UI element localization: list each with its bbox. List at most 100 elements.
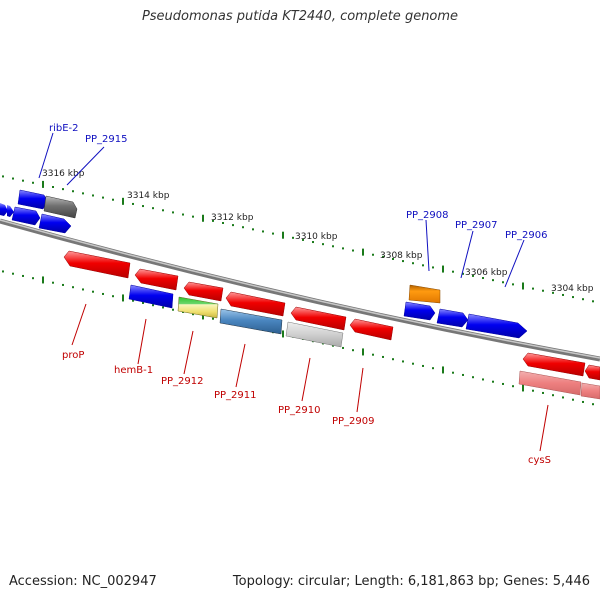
tick-mark-upper xyxy=(132,202,134,205)
gene-arrow-PP_2906[interactable] xyxy=(465,313,528,339)
tick-mark-upper xyxy=(152,207,154,210)
gene-arrow-ribE-2[interactable] xyxy=(17,189,49,210)
tick-mark-upper xyxy=(312,241,314,244)
tick-mark-lower xyxy=(472,376,474,379)
tick-row-lower xyxy=(2,270,594,406)
gene-label-PP_2910: PP_2910 xyxy=(278,405,321,416)
tick-mark-lower xyxy=(402,360,404,363)
tick-label-3316: 3316 kbp xyxy=(42,169,85,179)
gene-arrow-cysS[interactable] xyxy=(518,370,582,396)
gene-arrow-fwd-c[interactable] xyxy=(11,206,41,226)
gene-arrow-PP_2912[interactable] xyxy=(177,296,219,319)
tick-mark-upper xyxy=(462,272,464,275)
gene-label-proP: proP xyxy=(62,350,84,361)
gene-arrow-PP_2911[interactable] xyxy=(219,308,283,335)
gene-arrow-rev-g[interactable] xyxy=(584,364,600,381)
genome-backbone xyxy=(0,218,600,362)
tick-mark-lower xyxy=(332,344,334,347)
forward-genes xyxy=(0,189,528,339)
tick-mark-lower xyxy=(502,382,504,385)
tick-mark-lower xyxy=(102,292,104,295)
tick-mark-upper xyxy=(582,298,584,301)
tick-mark-upper xyxy=(32,181,34,184)
gene-arrow-rev-e[interactable] xyxy=(349,318,394,341)
gene-arrow-rev-h[interactable] xyxy=(580,382,600,400)
tick-mark-upper xyxy=(302,238,304,241)
tick-mark-lower xyxy=(212,317,214,320)
reverse-leaders xyxy=(71,303,549,452)
gene-arrow-fwd-edge-b[interactable] xyxy=(7,205,14,217)
tick-mark-upper xyxy=(452,270,454,273)
accession-text: Accession: NC_002947 xyxy=(9,574,157,589)
tick-mark-upper xyxy=(322,243,324,246)
tick-mark-lower xyxy=(22,274,24,277)
gene-arrow-proP[interactable] xyxy=(63,250,131,279)
gene-arrow-PP_2915[interactable] xyxy=(43,195,78,219)
tick-mark-upper xyxy=(2,175,4,178)
tick-mark-lower xyxy=(132,299,134,302)
tick-mark-upper xyxy=(562,293,564,296)
tick-mark-upper xyxy=(62,188,64,191)
gene-arrow-hemB-1[interactable] xyxy=(128,284,174,309)
tick-mark-lower xyxy=(152,304,154,307)
gene-arrow-rev-c[interactable] xyxy=(183,281,224,302)
tick-mark-upper xyxy=(282,231,284,239)
gene-arrow-rev-b[interactable] xyxy=(134,268,179,291)
tick-mark-upper xyxy=(192,215,194,218)
tick-mark-lower xyxy=(412,362,414,365)
tick-mark-upper xyxy=(532,287,534,290)
gene-arrow-rev-f[interactable] xyxy=(522,352,586,377)
tick-mark-upper xyxy=(82,192,84,195)
tick-mark-lower xyxy=(72,286,74,289)
tick-mark-upper xyxy=(342,247,344,250)
tick-label-3310: 3310 kbp xyxy=(295,232,338,242)
tick-mark-upper xyxy=(412,262,414,265)
tick-mark-upper xyxy=(552,291,554,294)
tick-mark-upper xyxy=(522,282,524,290)
tick-mark-lower xyxy=(192,313,194,316)
tick-mark-upper xyxy=(372,253,374,256)
gene-arrow-PP_2909[interactable] xyxy=(285,321,344,348)
gene-arrow-fwd-e[interactable] xyxy=(403,301,436,321)
tick-mark-lower xyxy=(172,308,174,311)
tick-mark-lower xyxy=(552,394,554,397)
tick-mark-upper xyxy=(382,255,384,258)
tick-mark-upper xyxy=(482,277,484,280)
tick-mark-lower xyxy=(52,281,54,284)
tick-mark-upper xyxy=(232,224,234,227)
gene-arrow-fwd-d[interactable] xyxy=(38,213,72,234)
tick-mark-upper xyxy=(72,190,74,193)
tick-mark-lower xyxy=(202,312,204,320)
forward-leaders xyxy=(38,132,525,288)
tick-mark-upper xyxy=(492,279,494,282)
tick-mark-upper xyxy=(52,186,54,189)
tick-mark-upper xyxy=(142,205,144,208)
tick-mark-upper xyxy=(542,289,544,292)
tick-mark-lower xyxy=(442,366,444,374)
genome-summary-text: Topology: circular; Length: 6,181,863 bp… xyxy=(232,574,590,589)
tick-mark-lower xyxy=(562,396,564,399)
gene-label-PP_2909: PP_2909 xyxy=(332,416,375,427)
gene-arrow-rev-d[interactable] xyxy=(225,291,286,317)
tick-mark-upper xyxy=(332,245,334,248)
tick-mark-lower xyxy=(542,391,544,394)
gene-arrow-PP_2910[interactable] xyxy=(290,306,347,331)
tick-mark-lower xyxy=(512,385,514,388)
tick-mark-lower xyxy=(382,355,384,358)
gene-label-ribE-2: ribE-2 xyxy=(49,123,79,134)
tick-mark-upper xyxy=(592,300,594,303)
gene-label-PP_2907: PP_2907 xyxy=(455,220,498,231)
tick-mark-upper xyxy=(392,257,394,260)
gene-label-PP_2912: PP_2912 xyxy=(161,376,204,387)
tick-mark-lower xyxy=(582,400,584,403)
gene-arrow-fwd-edge-a[interactable] xyxy=(0,203,8,216)
tick-mark-upper xyxy=(472,274,474,277)
tick-mark-lower xyxy=(482,378,484,381)
gene-arrow-PP_2907[interactable] xyxy=(436,308,469,328)
tick-mark-upper xyxy=(12,177,14,180)
tick-mark-upper xyxy=(22,179,24,182)
gene-arrow-PP_2908[interactable] xyxy=(408,284,441,304)
gene-label-cysS: cysS xyxy=(528,455,551,466)
